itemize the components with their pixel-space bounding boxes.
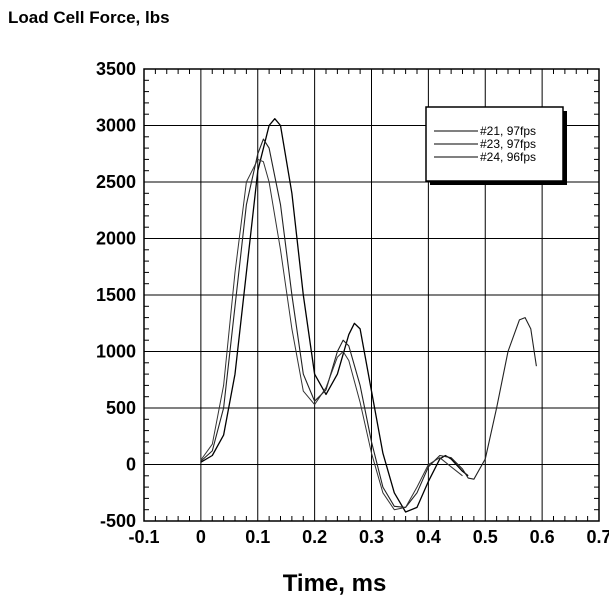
legend: #21, 97fps#23, 97fps#24, 96fps (425, 106, 567, 185)
x-tick-label: -0.1 (128, 527, 159, 547)
y-tick-label: 3000 (96, 116, 136, 136)
x-tick-label: 0.4 (416, 527, 441, 547)
y-tick-label: 3500 (96, 59, 136, 79)
y-tick-label: -500 (100, 511, 136, 531)
legend-label: #21, 97fps (480, 124, 536, 138)
series-line (200, 138, 537, 508)
axis-ticks: -0.1 0 0.1 0.2 0.3 0.4 0.5 0.6 0.7 -500 0 500 1000 15… (96, 59, 609, 547)
y-tick-label: 1000 (96, 342, 136, 362)
y-tick-label: 1500 (96, 285, 136, 305)
legend-label: #24, 96fps (480, 150, 536, 164)
x-tick-label: 0.2 (302, 527, 327, 547)
x-axis-title: Time, ms (282, 570, 387, 597)
x-tick-label: 0.1 (245, 527, 270, 547)
series-line (200, 118, 469, 513)
x-tick-label: 0 (196, 527, 206, 547)
legend-label: #23, 97fps (480, 137, 536, 151)
y-tick-label: 2500 (96, 172, 136, 192)
x-tick-label: 0.3 (359, 527, 384, 547)
plot-frame (143, 68, 600, 522)
series-lines (200, 118, 537, 513)
y-axis-title: Load Cell Force, lbs (8, 8, 170, 27)
x-tick-label: 0.6 (530, 527, 555, 547)
y-tick-label: 2000 (96, 229, 136, 249)
y-tick-label: 0 (126, 455, 136, 475)
y-tick-label: 500 (106, 398, 136, 418)
x-tick-label: 0.5 (473, 527, 498, 547)
series-line (200, 158, 463, 511)
x-tick-label: 0.7 (586, 527, 609, 547)
